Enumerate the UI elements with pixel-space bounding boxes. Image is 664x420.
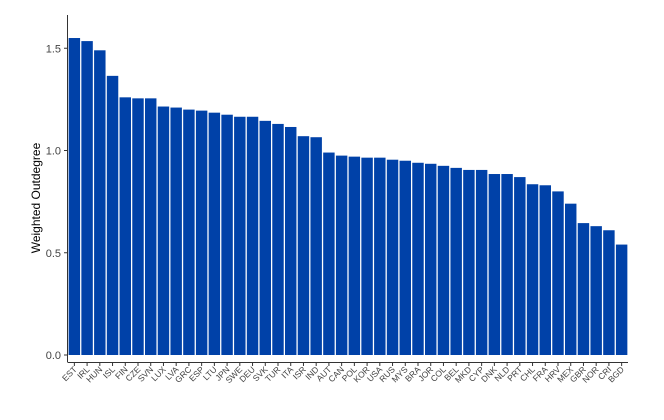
- y-tick-label: 0.0: [46, 350, 61, 362]
- bar-chl: [526, 184, 539, 355]
- bar-mkd: [463, 169, 475, 355]
- bar-hrv: [552, 191, 564, 355]
- bar-mys: [399, 160, 411, 355]
- y-axis-label: Weighted Outdegree: [29, 142, 43, 253]
- bar-gbr: [577, 223, 590, 355]
- bar-est: [68, 38, 81, 356]
- y-tick-label: 1.5: [46, 43, 61, 55]
- bar-esp: [195, 110, 208, 356]
- bar-grc: [183, 109, 195, 355]
- bar-nld: [501, 174, 513, 355]
- bar-cze: [132, 98, 144, 355]
- bar-col: [437, 165, 450, 355]
- bar-irl: [81, 41, 93, 356]
- bar-ltu: [208, 112, 221, 355]
- bar-kor: [361, 157, 373, 355]
- bar-fra: [539, 185, 551, 355]
- bar-svn: [145, 98, 157, 355]
- bar-svk: [259, 120, 271, 355]
- y-tick-label: 0.5: [46, 248, 61, 260]
- bar-cyp: [475, 169, 488, 355]
- x-axis: ESTIRLHUNISLFINCZESVNLUXLVAGRCESPLTUJPNS…: [60, 362, 628, 385]
- bar-jpn: [221, 114, 233, 356]
- bars-group: [68, 38, 628, 356]
- bar-mex: [565, 203, 577, 355]
- bar-lva: [170, 107, 182, 355]
- bar-bgd: [615, 244, 628, 355]
- bar-lux: [157, 106, 170, 355]
- bar-isr: [297, 136, 310, 355]
- bar-fin: [119, 97, 131, 355]
- bar-hun: [94, 50, 106, 356]
- bar-cri: [603, 230, 615, 355]
- bar-deu: [246, 116, 259, 355]
- bar-ind: [310, 137, 322, 355]
- y-tick-label: 1.0: [46, 146, 61, 158]
- bar-rus: [386, 159, 399, 355]
- bar-bra: [412, 162, 424, 355]
- bar-can: [335, 155, 348, 355]
- y-axis: 0.0 0.5 1.0 1.5: [46, 15, 68, 362]
- bar-swe: [234, 116, 246, 355]
- bar-prt: [514, 177, 526, 355]
- bar-tur: [272, 123, 284, 355]
- bar-bel: [450, 167, 462, 355]
- bar-dnk: [488, 174, 501, 355]
- bar-pol: [348, 156, 361, 355]
- bar-nor: [590, 226, 602, 355]
- bar-usa: [374, 157, 386, 355]
- bar-isl: [106, 75, 119, 356]
- bar-aut: [323, 152, 335, 355]
- bar-jor: [425, 163, 437, 355]
- bar-ita: [285, 126, 297, 355]
